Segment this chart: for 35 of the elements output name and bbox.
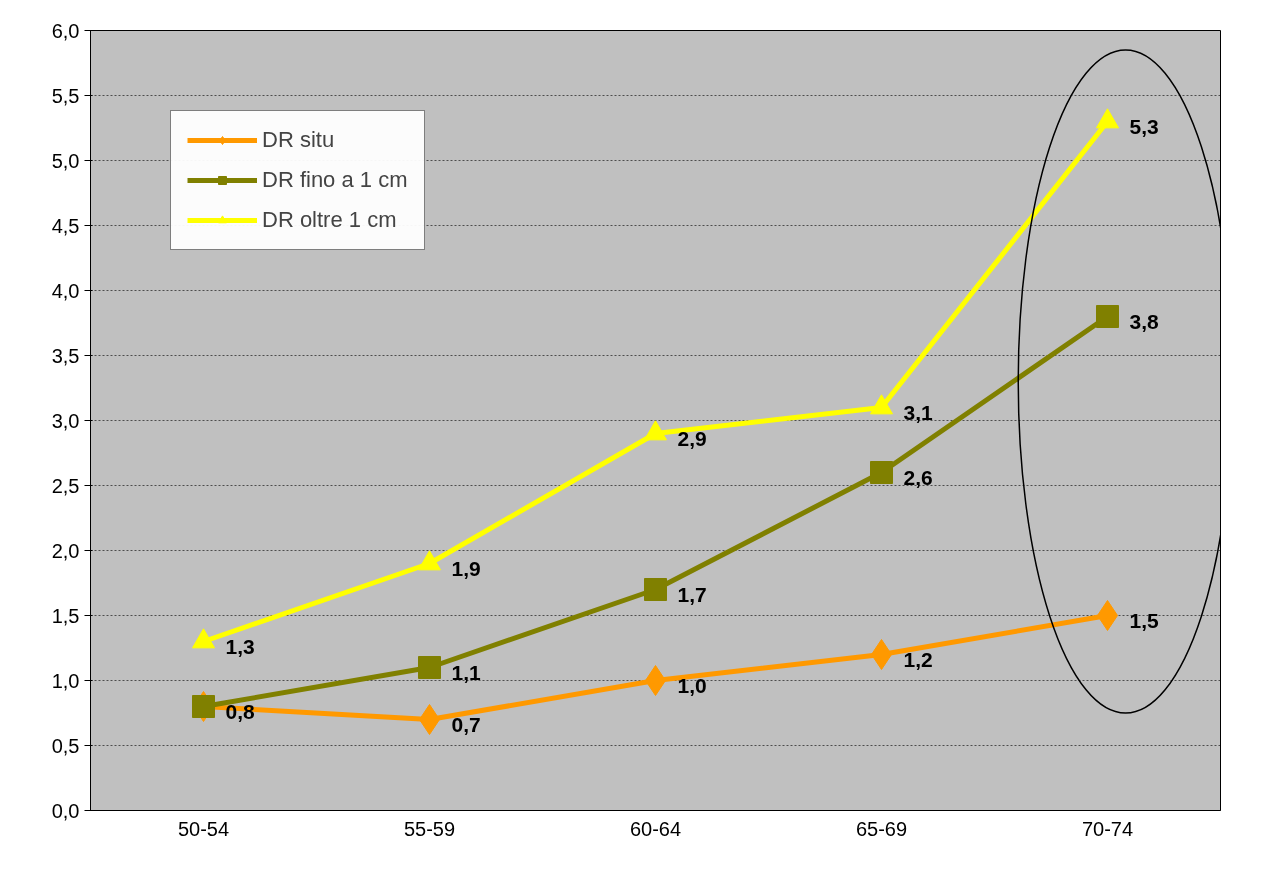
y-tick-label: 3,0 [51, 409, 80, 432]
legend-label: DR situ [262, 127, 335, 153]
y-tick-label: 2,5 [51, 474, 80, 497]
data-label: 1,1 [451, 660, 482, 684]
y-tick-label: 3,5 [51, 344, 80, 367]
data-label: 3,8 [1129, 309, 1160, 333]
data-label: 1,7 [677, 582, 707, 606]
data-label: 3,1 [903, 400, 934, 424]
data-label: 1,9 [451, 556, 481, 580]
data-label: 2,9 [677, 426, 707, 450]
x-tick-label: 50-54 [177, 817, 230, 840]
y-tick-label: 1,5 [51, 604, 80, 627]
legend-label: DR oltre 1 cm [262, 207, 397, 233]
data-label: 0,7 [451, 712, 481, 736]
x-tick-label: 60-64 [629, 817, 682, 840]
y-tick-label: 4,0 [51, 279, 80, 302]
data-label: 1,2 [903, 647, 933, 671]
data-label: 5,3 [1129, 114, 1159, 138]
y-tick-label: 2,0 [51, 539, 80, 562]
x-tick-label: 65-69 [855, 817, 908, 840]
legend-label: DR fino a 1 cm [262, 167, 408, 193]
y-tick-label: 0,5 [51, 734, 80, 757]
y-tick-label: 0,0 [51, 799, 80, 822]
y-tick-label: 4,5 [51, 214, 80, 237]
data-label: 1,3 [225, 634, 255, 658]
y-tick-label: 5,0 [51, 149, 80, 172]
data-label: 1,5 [1129, 608, 1160, 632]
y-tick-label: 6,0 [51, 19, 80, 42]
x-tick-label: 55-59 [403, 817, 456, 840]
x-tick-label: 70-74 [1081, 817, 1134, 840]
y-tick-label: 5,5 [51, 84, 80, 107]
data-label: 2,6 [903, 465, 933, 489]
y-tick-label: 1,0 [51, 669, 80, 692]
data-label: 1,0 [677, 673, 707, 697]
point [1096, 108, 1119, 129]
